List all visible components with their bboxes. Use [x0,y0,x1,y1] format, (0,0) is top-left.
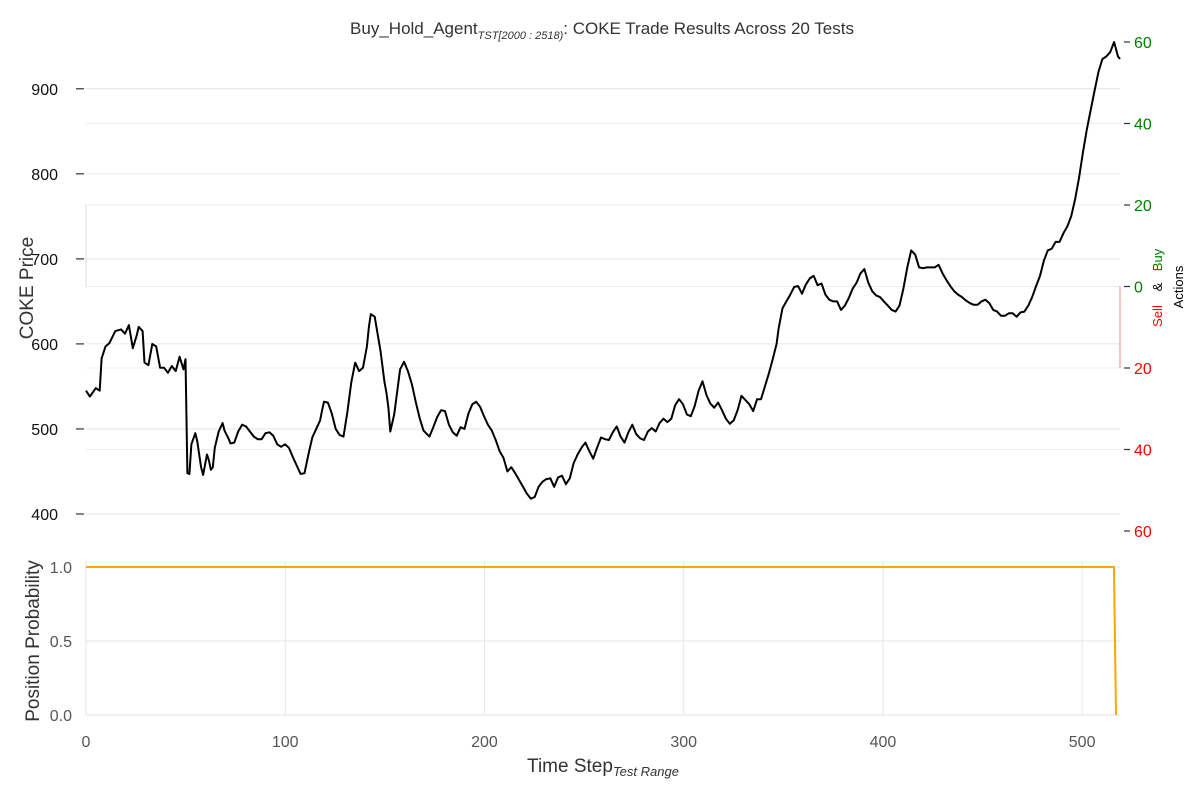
title-prefix: Buy_Hold_Agent [350,19,478,38]
chart-title: Buy_Hold_AgentTST[2000 : 2518): COKE Tra… [350,19,854,42]
x-tick-label: 0 [82,734,91,751]
title-suffix: : COKE Trade Results Across 20 Tests [563,19,854,38]
position-series-line [86,566,1117,716]
position-y-ticks: 0.0 0.5 1.0 [50,560,72,725]
price-y-tick-label: 600 [31,337,58,354]
price-y-tick-label: 700 [31,252,58,269]
actions-buy-tick-label: 20 [1134,198,1152,215]
actions-y-axis: 0 20 40 60 20 40 60 [1119,35,1152,541]
position-y-tick-label: 1.0 [50,560,72,577]
position-gridlines [85,561,1120,716]
title-subscript: TST[2000 : 2518) [478,30,564,42]
actions-label-sell: Sell [1150,305,1165,327]
x-axis-label-sub: Test Range [613,764,679,779]
position-y-tick-label: 0.0 [50,708,72,725]
price-y-ticks: 400 500 600 700 800 900 [31,82,84,524]
price-y-tick-label: 500 [31,422,58,439]
price-y-tick-label: 800 [31,167,58,184]
actions-y-label: Buy & Sell Actions [1150,248,1186,327]
actions-buy-tick-label: 60 [1134,35,1152,52]
x-tick-label: 100 [272,734,299,751]
price-y-tick-label: 400 [31,507,58,524]
actions-label-and: & [1150,282,1165,291]
position-y-label: Position Probability [23,560,44,722]
x-tick-label: 300 [670,734,697,751]
x-tick-label: 200 [471,734,498,751]
price-series-line [85,41,1121,500]
price-gridlines [85,88,1120,515]
x-tick-label: 400 [870,734,897,751]
x-tick-label: 500 [1069,734,1096,751]
x-axis-label: Time StepTest Range [527,756,679,779]
x-axis-label-main: Time Step [527,756,613,777]
actions-buy-tick-label: 40 [1134,117,1152,134]
position-y-tick-label: 0.5 [50,634,72,651]
price-y-tick-label: 900 [31,82,58,99]
actions-label-actions: Actions [1171,265,1186,308]
actions-buy-tick-label: 0 [1134,280,1143,297]
x-axis-ticks: 0 100 200 300 400 500 [82,734,1096,751]
actions-sell-tick-label: 40 [1134,443,1152,460]
actions-label-buy: Buy [1150,248,1165,271]
actions-sell-tick-label: 20 [1134,361,1152,378]
actions-sell-tick-label: 60 [1134,524,1152,541]
price-y-label: COKE Price [17,237,38,339]
